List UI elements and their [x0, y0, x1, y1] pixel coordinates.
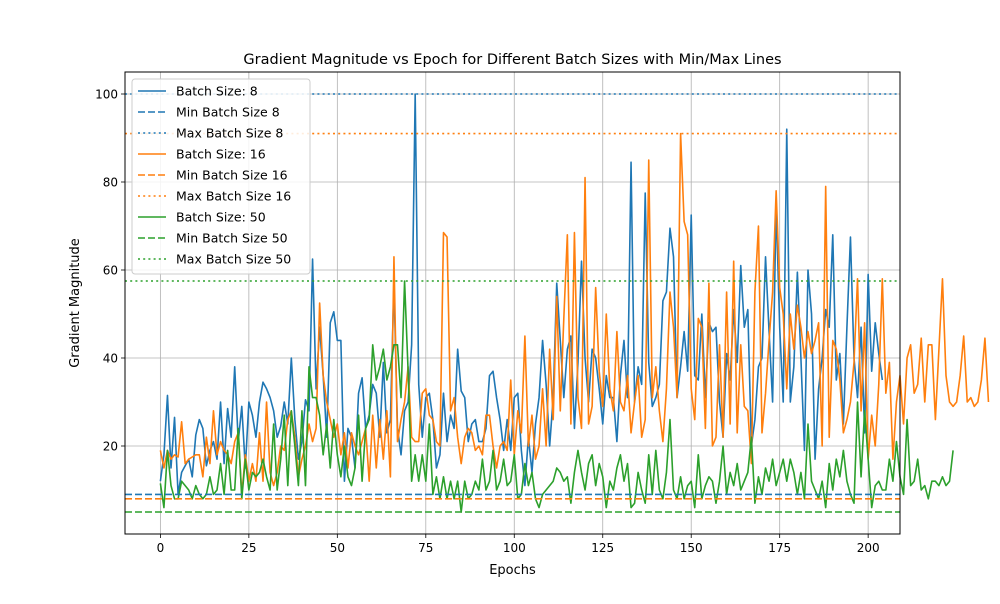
- y-axis-ticks: 20 40 60 80 100: [95, 88, 125, 454]
- plot-area-frame: [124, 71, 901, 535]
- legend-label: Min Batch Size 8: [176, 105, 280, 120]
- y-tick-label: 60: [103, 264, 118, 278]
- y-tick-label: 80: [103, 176, 118, 190]
- data-series: [159, 93, 990, 513]
- x-tick-label: 175: [768, 541, 791, 555]
- x-tick-label: 0: [157, 541, 165, 555]
- legend-label: Min Batch Size 16: [176, 168, 288, 183]
- legend-label: Batch Size: 16: [176, 147, 266, 162]
- x-tick-label: 125: [591, 541, 614, 555]
- x-tick-label: 75: [418, 541, 433, 555]
- x-tick-label: 50: [330, 541, 345, 555]
- y-axis-label: Gradient Magnitude: [68, 238, 83, 368]
- y-tick-label: 100: [95, 88, 118, 102]
- reference-lines: [125, 93, 900, 513]
- legend-label: Min Batch Size 50: [176, 231, 288, 246]
- x-tick-label: 200: [857, 541, 880, 555]
- legend-label: Max Batch Size 8: [176, 126, 283, 141]
- series-line-batch-size-8: [159, 93, 884, 496]
- legend-label: Max Batch Size 16: [176, 189, 291, 204]
- x-tick-label: 25: [241, 541, 256, 555]
- legend: Batch Size: 8 Min Batch Size 8 Max Batch S…: [131, 78, 311, 275]
- legend-box: [131, 78, 311, 275]
- legend-label: Batch Size: 8: [176, 84, 258, 99]
- x-tick-label: 100: [503, 541, 526, 555]
- y-tick-label: 40: [103, 352, 118, 366]
- x-tick-label: 150: [680, 541, 703, 555]
- series-line-batch-size-50: [159, 280, 954, 513]
- legend-label: Batch Size: 50: [176, 210, 266, 225]
- x-axis-ticks: 0 25 50 75 100 125 150 175 200: [157, 534, 880, 555]
- legend-label: Max Batch Size 50: [176, 252, 291, 267]
- chart-title: Gradient Magnitude vs Epoch for Differen…: [243, 52, 781, 68]
- x-axis-label: Epochs: [489, 563, 536, 578]
- y-tick-label: 20: [103, 440, 118, 454]
